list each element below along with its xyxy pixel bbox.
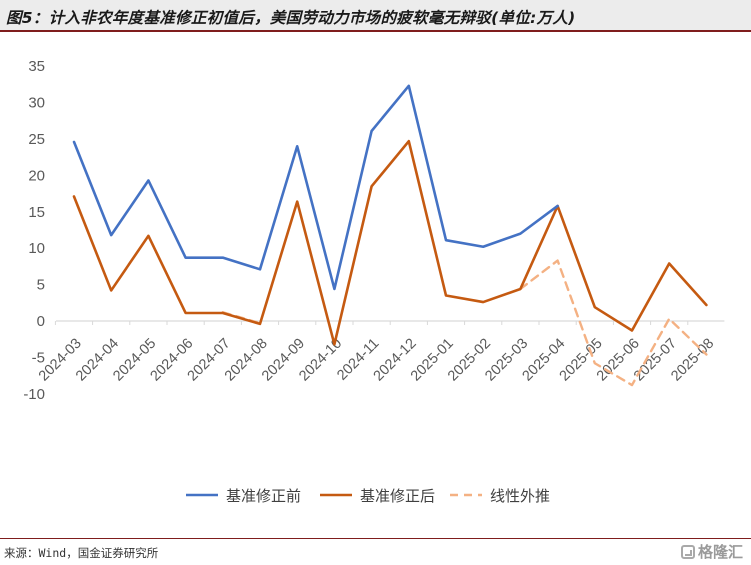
axis-layer: -10-5051015202530352024-032024-042024-05… (23, 58, 725, 403)
line-chart: -10-5051015202530352024-032024-042024-05… (23, 58, 725, 505)
legend: 基准修正前 基准修正后 线性外推 (186, 487, 550, 505)
y-tick-label: -10 (23, 386, 45, 403)
legend-label: 基准修正后 (360, 487, 435, 505)
legend-label: 线性外推 (490, 487, 550, 505)
y-tick-label: 30 (28, 95, 45, 112)
legend-label: 基准修正前 (226, 487, 301, 505)
y-tick-label: 25 (28, 131, 45, 148)
title-bar: 图5：计入非农年度基准修正初值后，美国劳动力市场的疲软毫无辩驳(单位:万人) (0, 0, 751, 32)
bottom-rule (0, 538, 751, 539)
y-tick-label: 20 (28, 167, 45, 184)
watermark-text: 格隆汇 (697, 543, 743, 561)
series-line-2 (72, 139, 708, 346)
source-note: 来源：Wind，国金证券研究所 (4, 546, 159, 560)
y-tick-label: 5 (37, 277, 45, 294)
y-tick-label: -5 (32, 349, 45, 366)
series-line-3 (519, 259, 708, 387)
y-tick-label: 0 (37, 313, 45, 330)
y-tick-label: 35 (28, 58, 45, 75)
chart-title: 图5：计入非农年度基准修正初值后，美国劳动力市场的疲软毫无辩驳(单位:万人) (6, 9, 576, 27)
y-tick-label: 15 (28, 204, 45, 221)
y-tick-label: 10 (28, 240, 45, 257)
watermark: 格隆汇 (680, 541, 743, 562)
watermark-logo-icon (680, 544, 695, 559)
series-layer (72, 84, 708, 387)
series-line-1 (72, 84, 559, 291)
